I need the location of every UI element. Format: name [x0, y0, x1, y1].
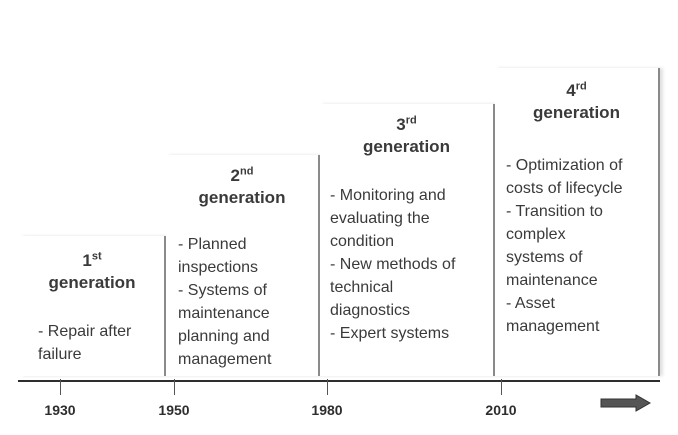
- generation-3-item: condition: [330, 233, 395, 250]
- generation-1-item: - Repair after: [38, 323, 132, 340]
- generation-step-3: 3rd generation - Monitoring and evaluati…: [320, 104, 495, 376]
- generation-word-1: generation: [48, 273, 136, 292]
- generation-word-3: generation: [363, 137, 450, 156]
- generation-3-item: - New methods of: [330, 256, 456, 273]
- generation-suffix-4: rd: [575, 80, 587, 93]
- timeline-year-2010: 2010: [485, 402, 517, 418]
- timeline-tick-1950: [174, 379, 175, 395]
- timeline-year-1950: 1950: [158, 402, 190, 418]
- generation-number-2: 2: [230, 166, 240, 185]
- generation-heading-3: 3rd generation: [320, 114, 493, 158]
- generation-3-item: - Expert systems: [330, 325, 450, 342]
- generation-items-1: - Repair after failure: [38, 320, 131, 366]
- generation-step-1: 1st generation - Repair after failure: [20, 236, 166, 376]
- generation-2-item: management: [178, 351, 272, 368]
- generation-step-2: 2nd generation - Planned inspections - S…: [166, 155, 320, 376]
- timeline-year-1930: 1930: [44, 402, 76, 418]
- generation-2-item: - Planned: [178, 236, 247, 253]
- generation-number-4: 4: [566, 81, 576, 100]
- generation-3-item: evaluating the: [330, 210, 430, 227]
- generation-items-3: - Monitoring and evaluating the conditio…: [330, 184, 455, 345]
- generation-4-item: management: [506, 318, 600, 335]
- generation-4-item: systems of: [506, 249, 583, 266]
- generation-suffix-3: rd: [405, 114, 417, 127]
- generation-word-4: generation: [533, 103, 620, 122]
- generation-3-item: - Monitoring and: [330, 187, 446, 204]
- timeline-tick-1980: [327, 379, 328, 395]
- generation-items-2: - Planned inspections - Systems of maint…: [178, 233, 271, 371]
- timeline-axis: [18, 380, 660, 382]
- generation-3-item: technical: [330, 279, 394, 296]
- generation-word-2: generation: [198, 188, 286, 207]
- generation-number-1: 1: [82, 251, 92, 270]
- timeline-tick-2010: [501, 379, 502, 395]
- arrow-right-icon: [600, 394, 652, 412]
- generation-2-item: planning and: [178, 328, 270, 345]
- generation-number-3: 3: [396, 115, 406, 134]
- generation-4-item: complex: [506, 226, 566, 243]
- generation-items-4: - Optimization of costs of lifecycle - T…: [506, 154, 622, 338]
- generation-suffix-2: nd: [240, 165, 254, 178]
- generation-4-item: maintenance: [506, 272, 598, 289]
- generation-4-item: - Transition to: [506, 203, 603, 220]
- generation-heading-2: 2nd generation: [166, 165, 318, 209]
- timeline-year-1980: 1980: [311, 402, 343, 418]
- timeline-tick-1930: [60, 379, 61, 395]
- generation-suffix-1: st: [91, 250, 102, 263]
- generation-3-item: diagnostics: [330, 302, 411, 319]
- generation-heading-1: 1st generation: [20, 250, 164, 294]
- generation-step-4: 4rd generation - Optimization of costs o…: [495, 68, 660, 376]
- generation-2-item: - Systems of: [178, 282, 267, 299]
- generation-4-item: costs of lifecycle: [506, 180, 623, 197]
- generation-1-item: failure: [38, 346, 82, 363]
- generation-2-item: inspections: [178, 259, 259, 276]
- generation-2-item: maintenance: [178, 305, 270, 322]
- generation-heading-4: 4rd generation: [495, 80, 658, 124]
- generation-4-item: - Optimization of: [506, 157, 623, 174]
- generation-4-item: - Asset: [506, 295, 555, 312]
